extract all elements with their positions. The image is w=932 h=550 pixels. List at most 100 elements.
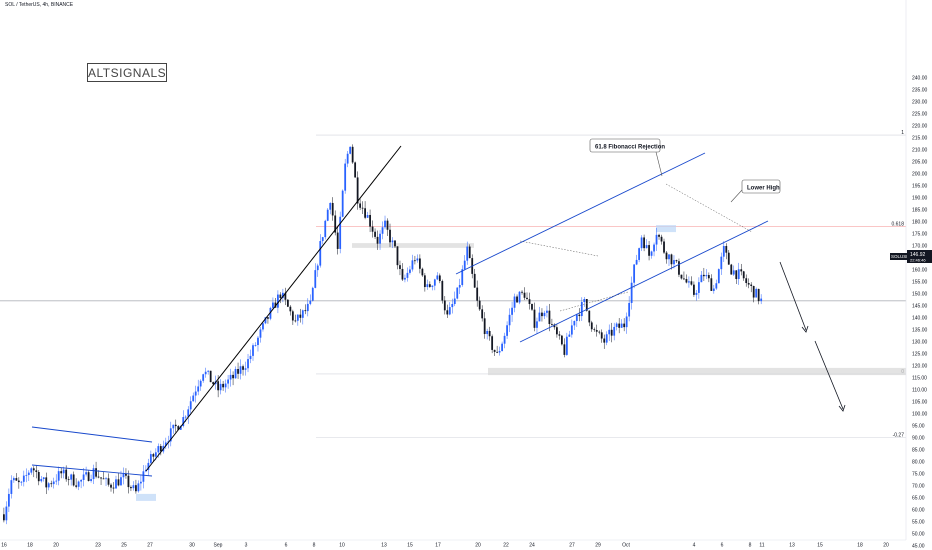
candle-body (685, 278, 688, 283)
time-tick-label: Oct (622, 543, 630, 549)
candle-body (496, 351, 499, 353)
candle-body (7, 493, 10, 507)
candle-body (665, 252, 668, 260)
candle-body (468, 246, 471, 259)
candle-body (580, 302, 583, 317)
candle-body (438, 275, 441, 282)
candle-body (551, 324, 553, 325)
candle-body (643, 237, 645, 249)
candle-body (401, 268, 404, 280)
candle-body (40, 478, 43, 482)
projection-arrow-2 (814, 340, 844, 410)
candle-body (294, 320, 297, 322)
price-tick-label: 50.00 (912, 531, 925, 537)
candle-body (239, 366, 242, 374)
arrow-head-2 (838, 404, 846, 412)
candle-body (697, 282, 700, 293)
candle-body (673, 260, 675, 265)
candle-body (70, 474, 73, 480)
candle-body (321, 237, 324, 242)
time-tick-label: 22 (503, 543, 509, 549)
candle-body (742, 271, 745, 279)
candle-body (296, 314, 299, 321)
candle-body (678, 261, 680, 275)
price-label: 146.92 (910, 252, 926, 258)
candle-body (120, 477, 122, 486)
candle-body (695, 292, 698, 295)
candle-body (192, 395, 195, 402)
candle-body (688, 281, 690, 283)
candle-body (127, 475, 130, 488)
time-tick-label: 11 (759, 543, 764, 549)
price-tick-label: 80.00 (912, 459, 925, 465)
candle-body (376, 236, 379, 244)
candle-body (595, 330, 598, 332)
candle-body (409, 269, 411, 273)
candle-body (227, 379, 229, 384)
time-tick-label: 24 (529, 543, 535, 549)
candle-body (456, 287, 459, 299)
candle-body (264, 317, 267, 324)
candle-body (531, 303, 533, 310)
candle-body (137, 483, 140, 492)
fib-levels: 10.6180-0.27 (316, 130, 906, 439)
candle-body (97, 476, 100, 478)
price-tick-label: 135.00 (912, 327, 928, 333)
candle-body (605, 334, 608, 343)
candle-body (132, 485, 135, 489)
candle-body (543, 312, 546, 317)
candle-body (426, 284, 429, 288)
lower-high-callout: Lower High (730, 179, 781, 203)
price-axis[interactable]: 45.00 50.00 55.00 60.00 65.00 70.00 75.00 80.00… (905, 0, 928, 549)
candle-body (252, 345, 254, 356)
watermark-logo: ALTSIGNALS (87, 63, 167, 82)
candle-body (541, 312, 543, 317)
candle-body (536, 321, 538, 328)
candle-body (122, 473, 125, 478)
candle-body (418, 258, 421, 269)
candle-body (112, 487, 115, 489)
candle-body (147, 462, 150, 470)
candle-body (717, 269, 720, 284)
candle-body (381, 227, 384, 234)
candle-body (92, 468, 95, 480)
candle-body (570, 325, 573, 335)
candle-body (267, 317, 269, 319)
candle-body (371, 226, 374, 232)
candle-body (207, 370, 210, 372)
candle-body (394, 240, 396, 247)
price-tick-label: 185.00 (912, 207, 928, 213)
candle-body (598, 331, 601, 333)
candle-body (491, 336, 494, 350)
candle-body (47, 483, 50, 488)
candle-body (441, 281, 444, 301)
candle-body (618, 323, 621, 328)
time-tick-label: 20 (53, 543, 59, 549)
candle-body (625, 316, 628, 328)
candle-body (458, 285, 461, 288)
candle-body (715, 283, 718, 289)
time-axis[interactable]: 16 18 20 23 25 27 30 Sep 3 6 8 10 13 15 17 20 22 24 27 29 Oc… (0, 539, 906, 549)
candle-body (105, 478, 107, 480)
candle-body (354, 162, 357, 178)
price-tick-label: 95.00 (912, 423, 925, 429)
candle-body (451, 304, 454, 308)
candle-body (461, 269, 464, 286)
price-tick-label: 110.00 (912, 387, 927, 393)
candle-body (513, 296, 516, 308)
candle-body (222, 383, 225, 388)
price-tick-label: 230.00 (912, 99, 928, 105)
candle-body (346, 153, 349, 164)
candle-body (608, 329, 611, 335)
candle-body (42, 477, 45, 479)
time-tick-label: 25 (121, 543, 127, 549)
time-tick-label: 3 (245, 543, 248, 549)
candle-body (493, 349, 496, 352)
arrow-head-1 (801, 325, 809, 333)
candle-body (257, 337, 259, 346)
candle-body (486, 330, 489, 335)
candle-body (157, 446, 160, 453)
price-label-bg (907, 250, 932, 263)
candle-body (640, 237, 643, 249)
